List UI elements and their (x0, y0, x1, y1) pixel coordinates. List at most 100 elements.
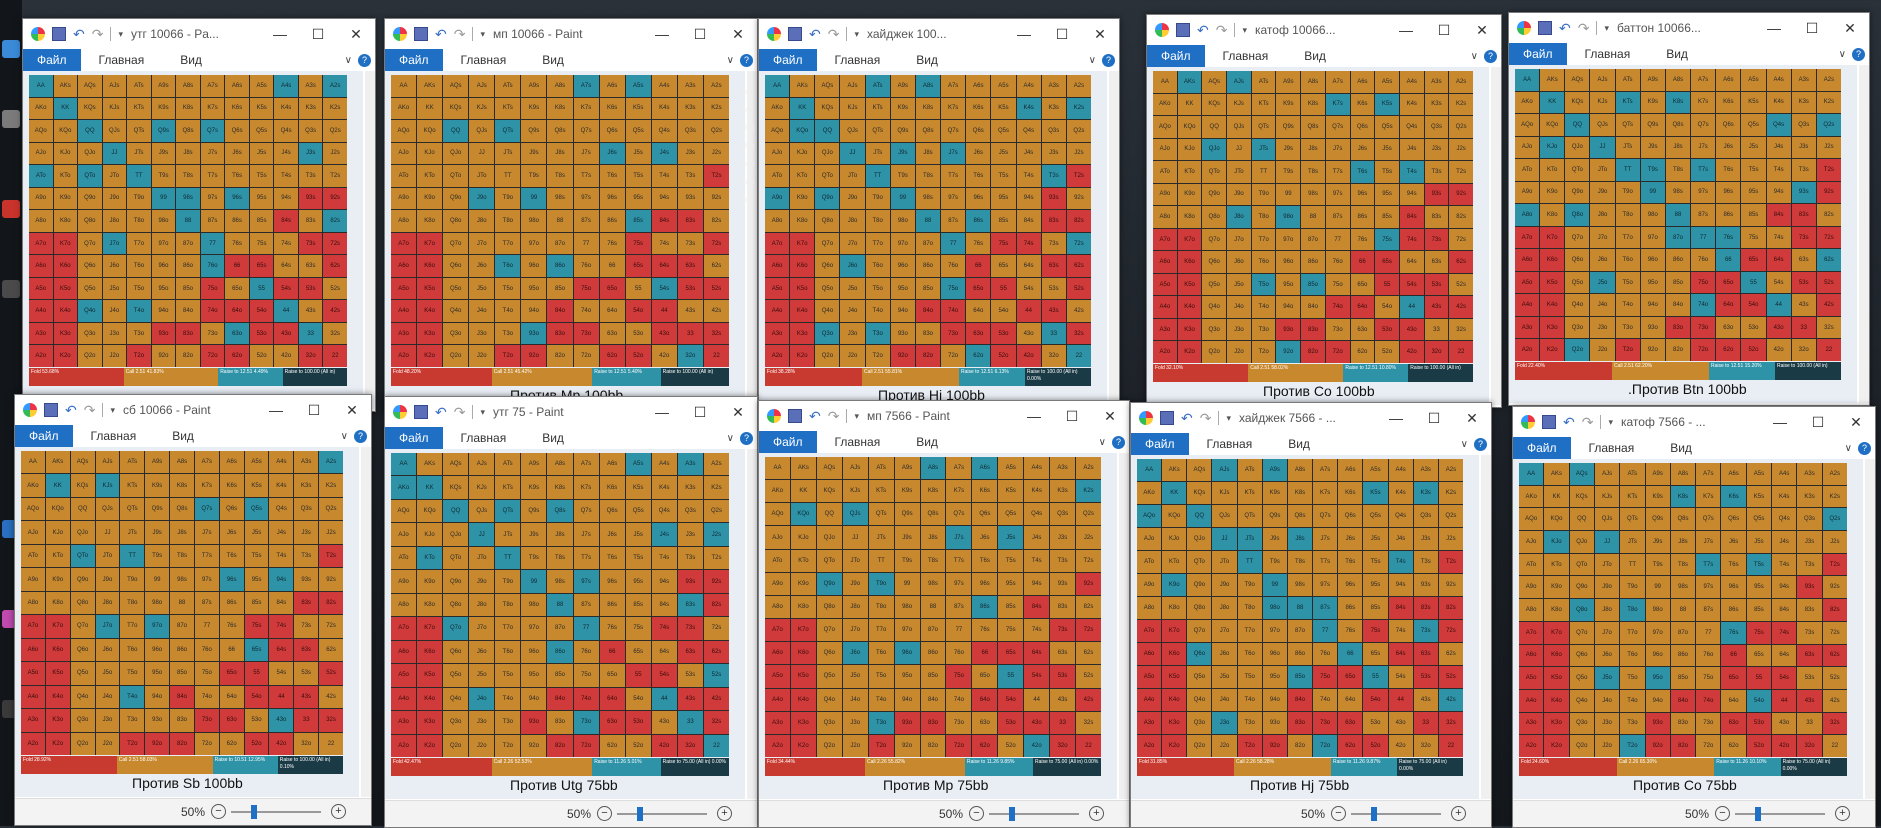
save-icon[interactable] (1160, 411, 1174, 425)
help-icon[interactable]: ? (354, 429, 367, 443)
tab-view[interactable]: Вид (1304, 49, 1326, 63)
redo-icon[interactable]: ↷ (1577, 19, 1590, 36)
desktop-icon[interactable] (2, 110, 20, 128)
maximize-icon[interactable]: ☐ (1055, 25, 1069, 42)
desktop-icon[interactable] (2, 280, 20, 298)
maximize-icon[interactable]: ☐ (693, 403, 707, 420)
zoom-slider[interactable] (231, 811, 321, 813)
save-icon[interactable] (414, 405, 428, 419)
redo-icon[interactable]: ↷ (453, 25, 466, 42)
minimize-icon[interactable]: — (1027, 407, 1041, 424)
undo-icon[interactable]: ↶ (65, 401, 77, 418)
ribbon-collapse-icon[interactable]: ∨ (1088, 54, 1096, 66)
undo-icon[interactable]: ↶ (809, 407, 821, 424)
customize-dropdown-icon[interactable]: ▾ (1226, 412, 1231, 423)
tab-home[interactable]: Главная (834, 435, 881, 449)
tab-file[interactable]: Файл (1131, 433, 1189, 455)
ribbon-collapse-icon[interactable]: ∨ (1838, 48, 1846, 60)
close-icon[interactable]: ✕ (1104, 407, 1116, 424)
undo-icon[interactable]: ↶ (1559, 19, 1571, 36)
maximize-icon[interactable]: ☐ (1437, 21, 1451, 38)
tab-home[interactable]: Главная (90, 429, 137, 443)
zoom-out-button[interactable]: − (211, 804, 226, 819)
zoom-slider-thumb[interactable] (1009, 807, 1015, 821)
zoom-out-button[interactable]: − (597, 806, 612, 821)
undo-icon[interactable]: ↶ (1197, 21, 1209, 38)
zoom-slider[interactable] (989, 813, 1079, 815)
ribbon-collapse-icon[interactable]: ∨ (340, 430, 348, 442)
minimize-icon[interactable]: — (655, 25, 669, 42)
ribbon-collapse-icon[interactable]: ∨ (1470, 50, 1478, 62)
help-icon[interactable]: ? (1858, 441, 1871, 455)
tab-home[interactable]: Главная (1222, 49, 1269, 63)
tab-view[interactable]: Вид (542, 53, 564, 67)
save-icon[interactable] (1176, 23, 1190, 37)
tab-file[interactable]: Файл (385, 427, 443, 449)
save-icon[interactable] (44, 403, 58, 417)
tab-view[interactable]: Вид (916, 435, 938, 449)
close-icon[interactable]: ✕ (350, 25, 362, 42)
close-icon[interactable]: ✕ (346, 401, 358, 418)
ribbon-collapse-icon[interactable]: ∨ (726, 432, 734, 444)
desktop-icon[interactable] (2, 40, 20, 58)
minimize-icon[interactable]: — (273, 25, 287, 42)
save-icon[interactable] (52, 27, 66, 41)
save-icon[interactable] (788, 409, 802, 423)
ribbon-collapse-icon[interactable]: ∨ (1098, 436, 1106, 448)
tab-file[interactable]: Файл (23, 49, 81, 71)
customize-dropdown-icon[interactable]: ▾ (1608, 416, 1613, 427)
redo-icon[interactable]: ↷ (91, 25, 104, 42)
help-icon[interactable]: ? (740, 431, 753, 445)
redo-icon[interactable]: ↷ (1199, 409, 1212, 426)
close-icon[interactable]: ✕ (1094, 25, 1106, 42)
zoom-slider[interactable] (1351, 813, 1441, 815)
maximize-icon[interactable]: ☐ (1805, 19, 1819, 36)
desktop-icon[interactable] (2, 200, 20, 218)
zoom-in-button[interactable]: + (331, 804, 346, 819)
vertical-scrollbar[interactable] (361, 447, 371, 797)
customize-dropdown-icon[interactable]: ▾ (854, 28, 859, 39)
undo-icon[interactable]: ↶ (1563, 413, 1575, 430)
undo-icon[interactable]: ↶ (1181, 409, 1193, 426)
vertical-scrollbar[interactable] (1109, 71, 1119, 409)
tab-file[interactable]: Файл (1509, 43, 1567, 65)
help-icon[interactable]: ? (1112, 435, 1125, 449)
tab-file[interactable]: Файл (1513, 437, 1571, 459)
tab-view[interactable]: Вид (180, 53, 202, 67)
tab-view[interactable]: Вид (1288, 437, 1310, 451)
tab-view[interactable]: Вид (172, 429, 194, 443)
tab-home[interactable]: Главная (1588, 441, 1635, 455)
undo-icon[interactable]: ↶ (809, 25, 821, 42)
undo-icon[interactable]: ↶ (435, 25, 447, 42)
minimize-icon[interactable]: — (1389, 409, 1403, 426)
customize-dropdown-icon[interactable]: ▾ (480, 406, 485, 417)
tab-home[interactable]: Главная (460, 431, 507, 445)
redo-icon[interactable]: ↷ (827, 407, 840, 424)
vertical-scrollbar[interactable] (1119, 453, 1129, 799)
ribbon-collapse-icon[interactable]: ∨ (726, 54, 734, 66)
close-icon[interactable]: ✕ (1850, 413, 1862, 430)
ribbon-collapse-icon[interactable]: ∨ (1844, 442, 1852, 454)
help-icon[interactable]: ? (358, 53, 371, 67)
customize-dropdown-icon[interactable]: ▾ (110, 404, 115, 415)
zoom-in-button[interactable]: + (1835, 806, 1850, 821)
save-icon[interactable] (1538, 21, 1552, 35)
vertical-scrollbar[interactable] (1859, 65, 1869, 403)
zoom-in-button[interactable]: + (1089, 806, 1104, 821)
zoom-slider-thumb[interactable] (1755, 807, 1761, 821)
minimize-icon[interactable]: — (1773, 413, 1787, 430)
tab-home[interactable]: Главная (1584, 47, 1631, 61)
tab-file[interactable]: Файл (759, 431, 817, 453)
maximize-icon[interactable]: ☐ (311, 25, 325, 42)
minimize-icon[interactable]: — (269, 401, 283, 418)
tab-home[interactable]: Главная (1206, 437, 1253, 451)
vertical-scrollbar[interactable] (1481, 455, 1491, 799)
tab-file[interactable]: Файл (1147, 45, 1205, 67)
customize-dropdown-icon[interactable]: ▾ (1604, 22, 1609, 33)
minimize-icon[interactable]: — (655, 403, 669, 420)
zoom-out-button[interactable]: − (969, 806, 984, 821)
zoom-slider[interactable] (1735, 813, 1825, 815)
maximize-icon[interactable]: ☐ (307, 401, 321, 418)
close-icon[interactable]: ✕ (1466, 409, 1478, 426)
close-icon[interactable]: ✕ (732, 403, 744, 420)
